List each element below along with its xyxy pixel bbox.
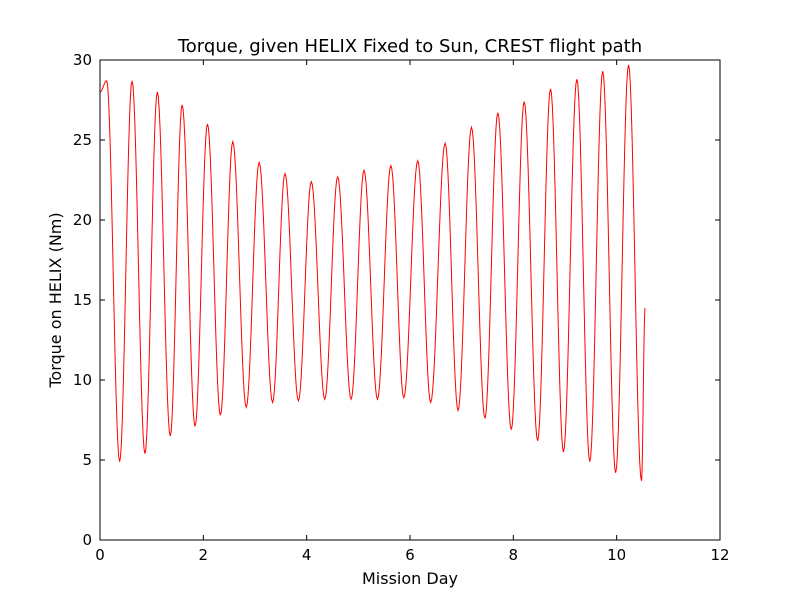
y-tick-label: 10 (73, 371, 92, 389)
y-tick-label: 5 (82, 451, 92, 469)
chart-title: Torque, given HELIX Fixed to Sun, CREST … (177, 36, 642, 57)
x-tick-label: 12 (710, 546, 729, 564)
y-tick-label: 0 (82, 531, 92, 549)
x-tick-label: 10 (607, 546, 626, 564)
y-tick-label: 20 (73, 211, 92, 229)
y-tick-label: 15 (73, 291, 92, 309)
x-tick-label: 4 (302, 546, 312, 564)
x-tick-label: 2 (199, 546, 209, 564)
y-axis-label: Torque on HELIX (Nm) (46, 212, 65, 388)
x-tick-label: 8 (509, 546, 519, 564)
axis-ticks: 0 2 4 6 8 10 12 0 5 10 15 20 25 30 (73, 51, 730, 564)
torque-series-line (99, 64, 646, 481)
plot-area (99, 64, 646, 481)
x-axis-label: Mission Day (362, 569, 458, 588)
y-tick-label: 25 (73, 131, 92, 149)
x-tick-label: 0 (95, 546, 105, 564)
x-tick-label: 6 (405, 546, 415, 564)
y-tick-label: 30 (73, 51, 92, 69)
